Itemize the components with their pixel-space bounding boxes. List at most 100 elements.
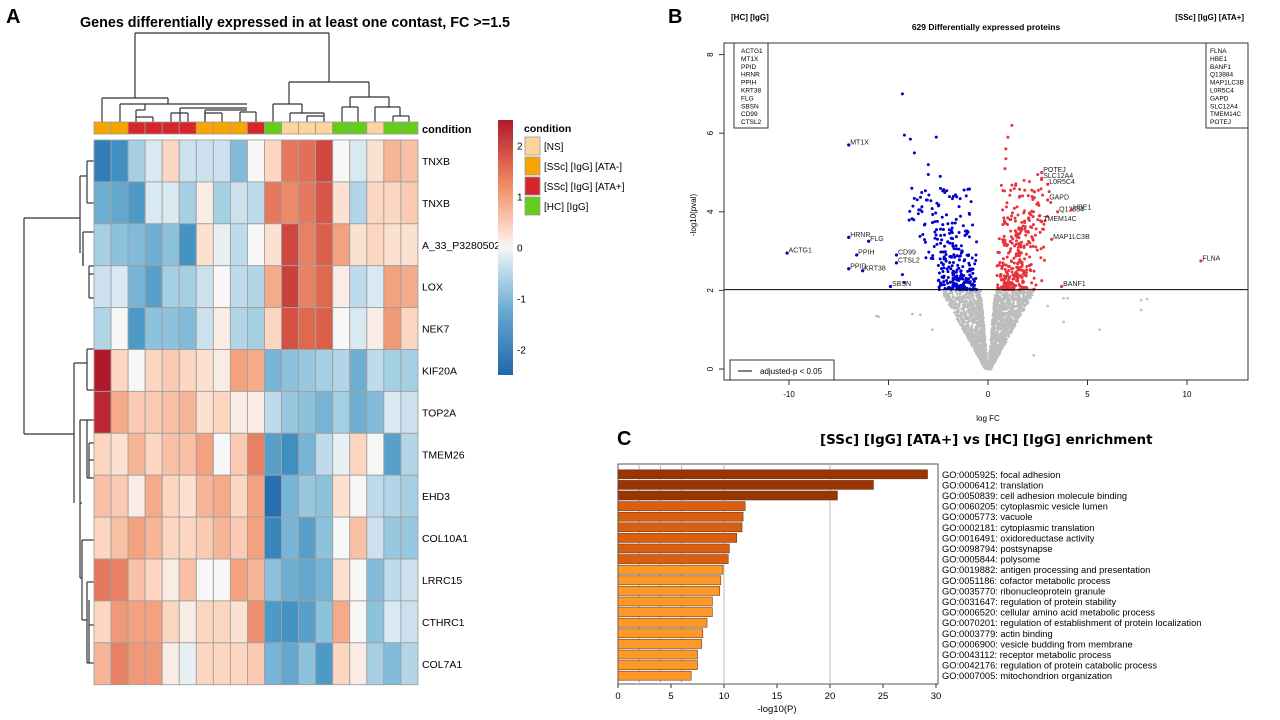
ns-point [975,349,979,353]
ns-point [1011,294,1015,298]
down-point [950,221,954,225]
down-point [965,279,969,283]
y-tick-label: 0 [706,366,715,371]
ns-point [969,335,972,338]
left-gene-list: ACTG1MT1XPPIDHRNRPPIHKRT38FLGSBSNCD99CTS… [741,48,763,126]
ns-point [970,331,974,335]
ns-point [964,324,968,328]
down-point [957,230,961,234]
up-point [1019,251,1023,255]
heatmap-cell [315,516,334,560]
up-point [1020,220,1024,224]
heatmap-cell [93,265,112,309]
labeled-point [1199,259,1203,263]
point-label: FLG [870,236,884,243]
ns-point [992,361,995,364]
down-point [974,259,978,263]
right-list-gene: GAPD [1210,95,1229,102]
volcano-x-label: log FC [976,414,1000,423]
up-point [1030,281,1034,285]
heatmap-cell [366,642,385,686]
ns-point [1015,297,1018,301]
heatmap-cell [332,349,351,392]
ns-point [993,350,997,354]
up-point [1007,269,1011,273]
down-point [951,260,955,264]
heatmap-cell [349,265,368,309]
heatmap-cell [195,223,214,267]
ns-point [954,301,958,305]
down-point [926,172,930,176]
heatmap-row-label: NEK7 [422,324,450,336]
x-tick-label: 15 [772,691,783,702]
down-point [912,151,916,155]
ns-point [1017,293,1021,297]
up-point [1004,205,1008,209]
legend-swatch [524,176,541,196]
volcano-panel: [HC] [IgG] [SSc] [IgG] [ATA+] 629 Differ… [689,13,1249,423]
heatmap-cell [366,139,385,183]
condition-cell [93,121,112,135]
down-point [974,277,978,281]
down-point [949,280,953,284]
heatmap-cell [315,642,334,686]
down-point [935,201,939,205]
up-point [1016,245,1020,249]
ns-point [1139,298,1143,302]
point-label: FLNA [1202,255,1220,262]
down-point [929,199,933,203]
ns-point [1001,330,1004,334]
up-point [1028,268,1032,272]
up-point [1011,237,1015,241]
point-label: MT1X [850,139,869,146]
ns-point [981,348,985,352]
up-point [1020,264,1024,268]
ns-point [980,303,984,306]
ns-point [1004,302,1007,305]
bar-x-axis: 0 5 10 15 20 25 30 [615,684,941,702]
heatmap-cell [383,181,402,225]
ns-point [974,328,978,332]
left-list-gene: HRNR [741,72,760,79]
ns-point [1007,323,1010,327]
ns-point [978,296,982,300]
ns-point [960,307,963,311]
down-point [954,247,958,251]
enrichment-bars [617,469,928,681]
y-tick-label: 4 [706,209,715,214]
heatmap-cell [349,307,368,350]
heatmap-cell [264,432,282,476]
ns-point [1021,294,1025,297]
up-point [1022,269,1026,273]
ns-point [991,322,995,325]
ns-point [975,317,978,321]
ns-point [991,327,995,331]
ns-point [877,315,880,319]
up-point [1014,284,1018,288]
ns-point [956,295,960,299]
column-dendrogram [101,32,410,122]
ns-point [992,302,996,306]
left-list-gene: SBSN [741,103,759,110]
heatmap-cell [349,516,368,560]
up-point [1003,238,1007,242]
ns-point [1000,337,1004,341]
heatmap-cell [161,139,180,183]
down-point [970,267,974,271]
down-point [942,283,946,287]
heatmap-cell [229,432,248,476]
ns-point [981,344,985,348]
ns-point [992,325,996,328]
down-point [944,257,948,261]
ns-point [965,300,969,304]
ns-point [971,344,974,348]
ns-point [984,362,987,366]
up-point [1038,230,1042,234]
down-point [937,278,941,282]
heatmap-cell [144,139,163,183]
ns-point [1015,320,1019,323]
heatmap-row-label: COL10A1 [422,533,468,545]
ns-point [1019,313,1022,317]
up-point [997,263,1001,267]
ns-point [993,311,997,314]
